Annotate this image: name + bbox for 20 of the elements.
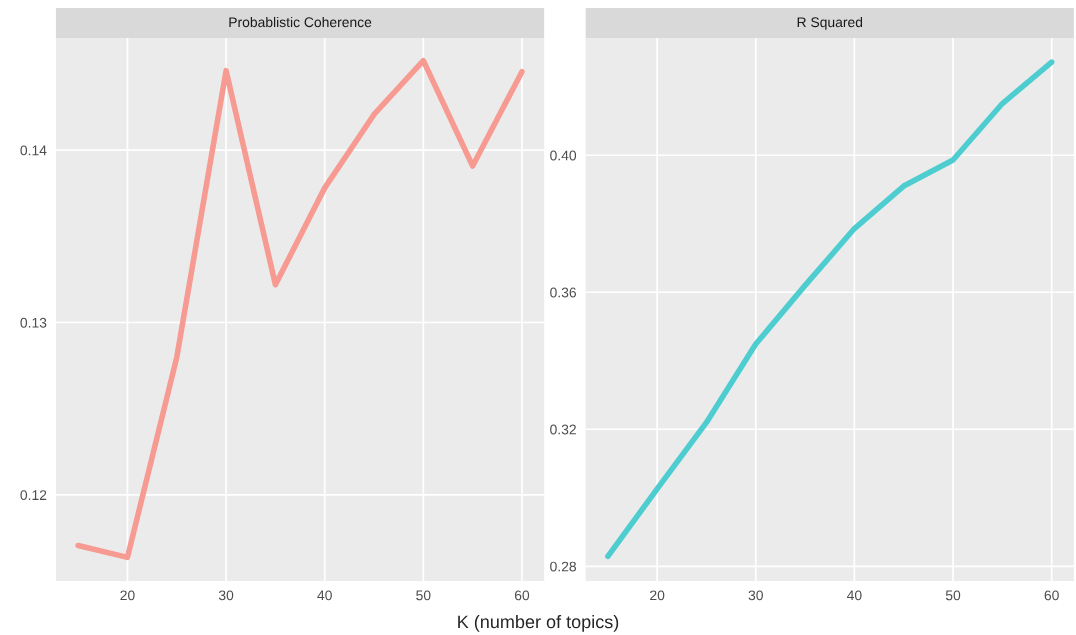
x-tick-label: 30 bbox=[218, 590, 234, 601]
y-tick-label: 0.32 bbox=[550, 424, 576, 435]
y-tick-label: 0.40 bbox=[550, 150, 577, 161]
x-tick-label: 50 bbox=[945, 590, 961, 601]
x-axis-title: K (number of topics) bbox=[458, 614, 619, 632]
x-tick-label: 50 bbox=[416, 590, 431, 601]
x-tick-label: 40 bbox=[847, 590, 862, 601]
x-tick-label: 20 bbox=[120, 590, 135, 601]
y-tick-label: 0.36 bbox=[550, 287, 577, 298]
x-tick-label: 20 bbox=[650, 590, 665, 601]
x-tick-label: 40 bbox=[317, 590, 332, 601]
y-tick-label: 0.13 bbox=[20, 317, 47, 328]
chart-title: R Squared bbox=[797, 16, 863, 30]
y-tick-label: 0.28 bbox=[550, 561, 577, 572]
y-tick-label: 0.14 bbox=[20, 145, 47, 156]
x-tick-label: 60 bbox=[1044, 590, 1059, 601]
x-tick-label: 60 bbox=[514, 590, 530, 601]
chart-title: Probablistic Coherence bbox=[229, 16, 372, 28]
x-tick-label: 30 bbox=[748, 590, 763, 601]
y-tick-label: 0.12 bbox=[20, 490, 47, 501]
